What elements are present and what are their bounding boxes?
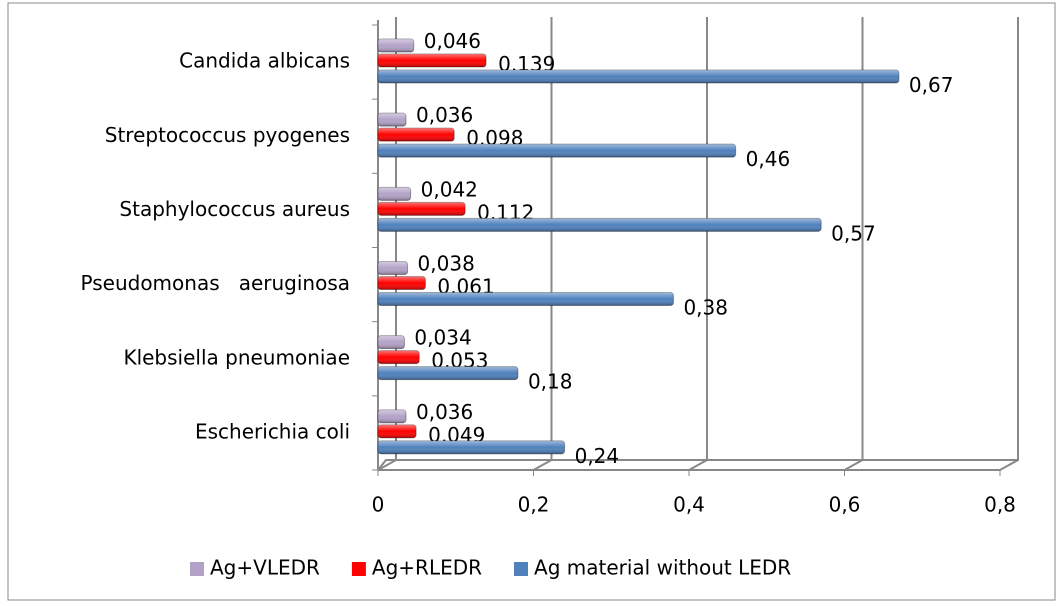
value-label: 0,042 — [421, 177, 478, 201]
bar-shade — [378, 409, 406, 423]
x-tick-label: 0,4 — [673, 493, 705, 517]
value-label: 0,67 — [909, 73, 954, 97]
x-tick-label: 0,8 — [984, 493, 1016, 517]
legend-swatch — [190, 562, 204, 576]
value-label: 0,034 — [414, 326, 471, 350]
x-tick-label: 0,6 — [829, 493, 861, 517]
grid-line — [533, 17, 553, 471]
bar-shade — [378, 144, 736, 158]
back-wall-edge — [377, 459, 1018, 471]
bar-shade — [378, 335, 405, 349]
bar-shade — [378, 70, 899, 83]
x-tick-label: 0 — [372, 493, 385, 517]
bar-shade — [378, 440, 565, 454]
y-tick-label: Klebsiella pneumoniae — [123, 345, 350, 369]
legend-swatch — [351, 562, 366, 576]
bar-shade — [378, 39, 414, 52]
bar-shade — [378, 202, 466, 216]
bar-shade — [378, 128, 455, 142]
value-label: 0,38 — [683, 296, 728, 320]
bar-shade — [378, 350, 420, 364]
y-tick-label: Pseudomonas aeruginosa — [81, 271, 350, 295]
value-label: 0,036 — [416, 400, 473, 424]
y-tick-label: Candida albicans — [179, 49, 350, 73]
bar-shade — [378, 261, 408, 275]
legend-swatch — [514, 562, 529, 576]
bar-shade — [378, 424, 417, 438]
x-tick-label: 0,2 — [518, 493, 550, 517]
value-label: 0,046 — [424, 29, 481, 53]
grid-line — [688, 17, 708, 471]
grid-line — [999, 17, 1019, 471]
legend-label: Ag material without LEDR — [534, 556, 791, 580]
bar-shade — [378, 54, 487, 67]
bar-shade — [378, 113, 406, 127]
y-tick-label: Escherichia coli — [195, 419, 350, 443]
value-label: 0,24 — [575, 444, 620, 468]
value-label: 0,036 — [416, 103, 473, 127]
chart-border — [7, 2, 1056, 601]
grid-line — [844, 17, 864, 471]
bar-shade — [378, 187, 411, 201]
value-label: 0,18 — [528, 370, 573, 394]
value-label: 0,46 — [746, 147, 791, 171]
bar-shade — [378, 292, 674, 306]
grid-line — [377, 17, 397, 471]
bar-shade — [378, 276, 426, 290]
y-tick-label: Streptococcus pyogenes — [105, 123, 350, 147]
legend-label: Ag+VLEDR — [210, 556, 320, 580]
bar-shade — [378, 218, 822, 232]
bar-shade — [378, 366, 518, 380]
legend-label: Ag+RLEDR — [372, 556, 482, 580]
value-label: 0,038 — [418, 252, 475, 276]
value-label: 0,57 — [831, 221, 876, 245]
y-tick-label: Staphylococcus aureus — [119, 197, 350, 221]
